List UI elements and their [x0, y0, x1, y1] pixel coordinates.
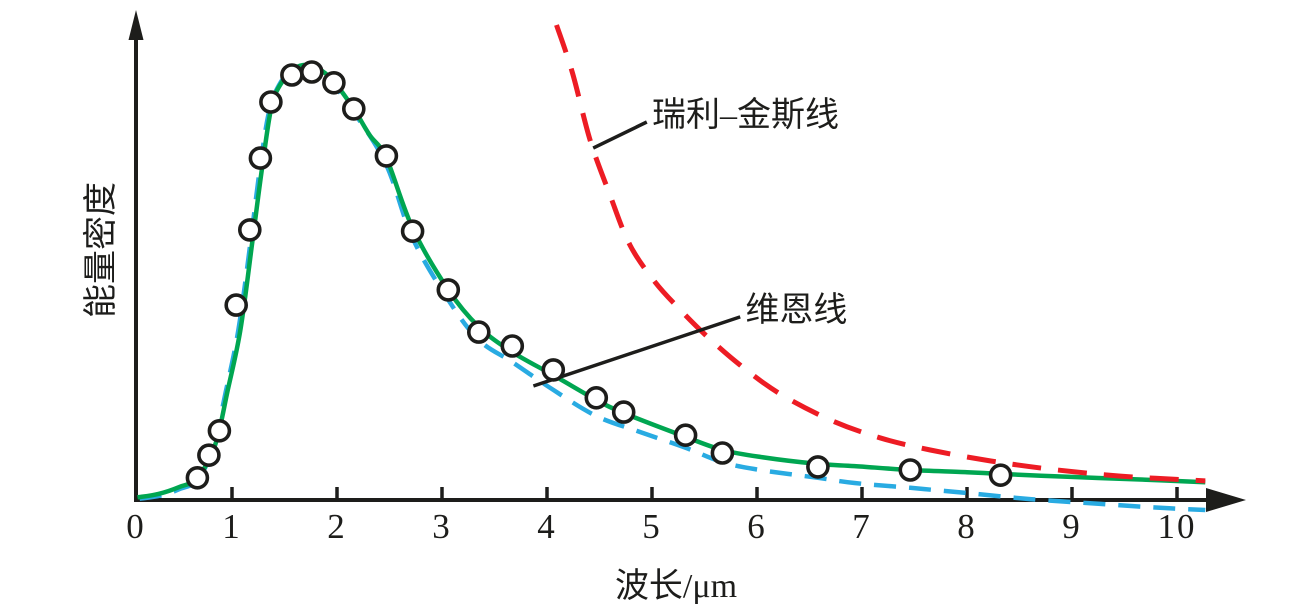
- x-tick-label: 0: [126, 507, 146, 546]
- x-axis-ticks: 0 1 2 3 4 5 6 7 8 9 10: [126, 487, 1197, 546]
- wien-pointer-line: [532, 315, 741, 388]
- data-point-marker: [224, 293, 248, 317]
- data-point-marker: [185, 465, 210, 490]
- data-point-marker: [197, 443, 221, 468]
- data-point-marker: [207, 418, 232, 443]
- x-tick-label: 8: [957, 507, 977, 546]
- data-point-marker: [400, 219, 425, 243]
- x-tick-label: 1: [222, 507, 242, 546]
- rayleigh-jeans-pointer-line: [592, 120, 648, 150]
- x-tick-label: 10: [1158, 507, 1197, 546]
- x-tick-label: 4: [537, 507, 557, 546]
- data-point-marker: [436, 278, 461, 302]
- data-point-marker: [466, 320, 491, 344]
- axes-group: 0 1 2 3 4 5 6 7 8 9 10: [126, 10, 1246, 546]
- x-tick-label: 3: [432, 507, 452, 546]
- data-point-marker: [341, 97, 366, 121]
- x-tick-label: 9: [1062, 507, 1082, 546]
- x-tick-label: 5: [642, 507, 662, 546]
- data-point-marker: [280, 63, 304, 87]
- data-point-marker: [710, 441, 735, 465]
- rayleigh-jeans-label: 瑞利–金斯线: [652, 96, 839, 134]
- x-tick-label: 6: [747, 507, 767, 546]
- data-point-marker: [238, 218, 262, 242]
- y-axis-label: 能量密度: [82, 182, 120, 318]
- data-point-marker: [806, 455, 830, 479]
- data-point-marker: [299, 60, 324, 84]
- x-tick-label: 7: [852, 507, 872, 546]
- x-axis-label: 波长/μm: [615, 567, 737, 605]
- data-point-marker: [500, 334, 525, 358]
- planck-curve: [137, 62, 1206, 500]
- data-point-marker: [988, 463, 1013, 488]
- data-point-marker: [584, 385, 609, 410]
- experimental-data-points: [185, 60, 1013, 490]
- data-point-marker: [259, 90, 283, 114]
- data-point-marker: [248, 146, 273, 170]
- data-point-marker: [898, 458, 923, 482]
- data-point-marker: [541, 358, 566, 382]
- x-tick-label: 2: [327, 507, 347, 546]
- data-point-marker: [322, 71, 346, 95]
- data-point-marker: [611, 400, 636, 424]
- rayleigh-jeans-curve: [554, 24, 1206, 484]
- data-point-marker: [374, 144, 399, 168]
- x-axis-arrowhead-icon: [1206, 488, 1246, 512]
- y-axis-arrowhead-icon: [128, 10, 144, 40]
- data-point-marker: [673, 423, 698, 448]
- wien-label: 维恩线: [745, 291, 847, 329]
